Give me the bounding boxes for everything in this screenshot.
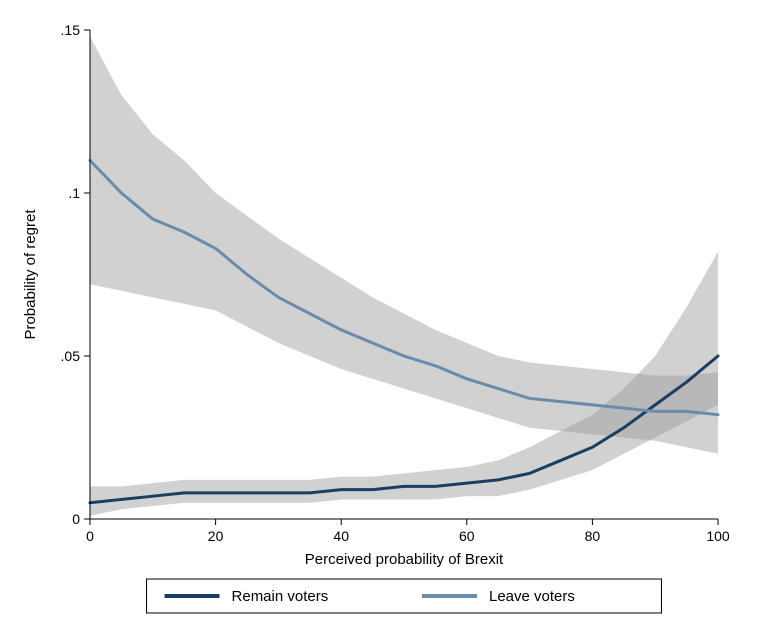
regret-probability-chart: 0 20 40 60 80 100 Perceived probability of Bre… xyxy=(0,0,768,619)
chart-container: 0 20 40 60 80 100 Perceived probability of Bre… xyxy=(0,0,768,619)
y-tick-label: .05 xyxy=(61,348,81,364)
y-tick-label: .1 xyxy=(68,185,80,201)
y-tick-label: .15 xyxy=(61,22,81,38)
x-axis-label: Perceived probability of Brexit xyxy=(305,551,504,568)
legend-label-remain: Remain voters xyxy=(232,588,329,605)
x-tick-label: 20 xyxy=(208,528,224,544)
legend-label-leave: Leave voters xyxy=(489,588,575,605)
x-tick-label: 40 xyxy=(333,528,349,544)
x-tick-label: 60 xyxy=(459,528,475,544)
y-tick-label: 0 xyxy=(72,511,80,527)
x-tick-label: 0 xyxy=(86,528,94,544)
x-tick-label: 100 xyxy=(706,528,730,544)
y-axis-label: Probability of regret xyxy=(22,209,39,340)
x-tick-label: 80 xyxy=(585,528,601,544)
